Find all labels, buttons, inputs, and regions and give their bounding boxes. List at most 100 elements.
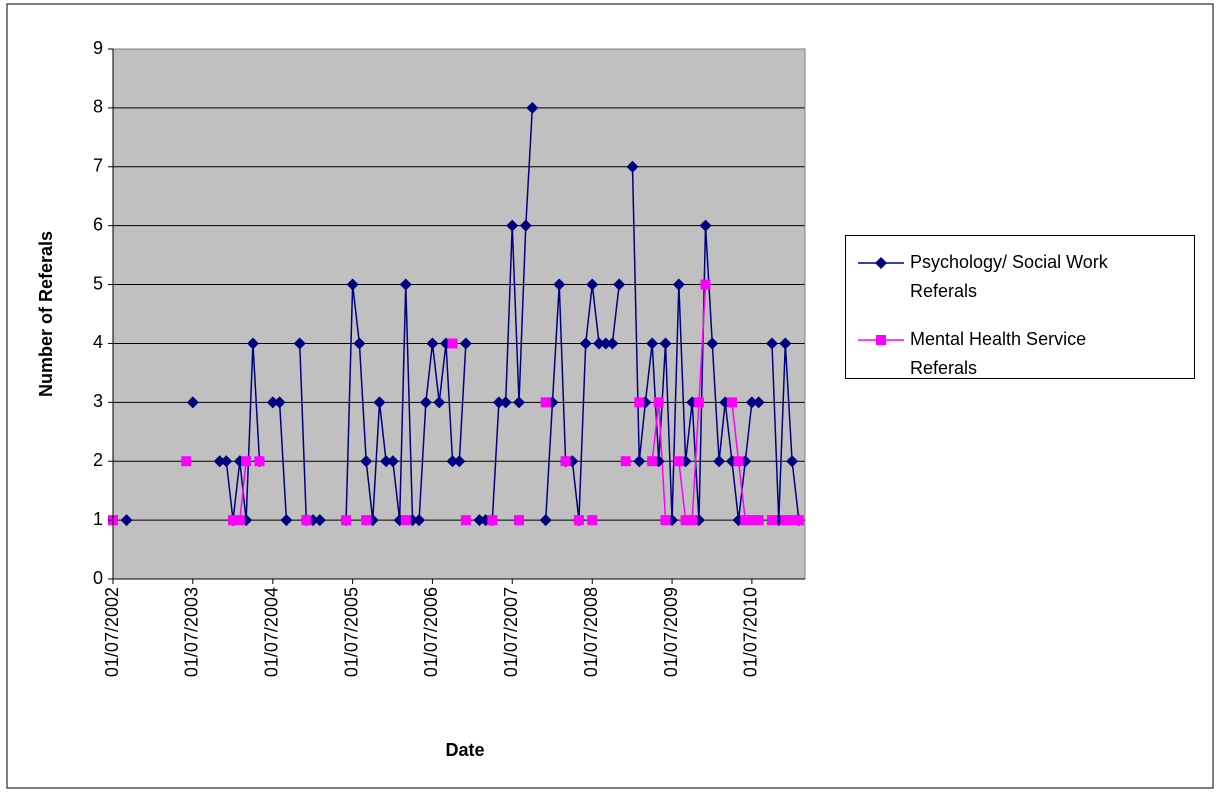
marker bbox=[752, 396, 765, 409]
marker bbox=[726, 397, 737, 408]
marker bbox=[553, 278, 566, 291]
marker bbox=[633, 455, 646, 468]
marker bbox=[413, 514, 426, 527]
x-tick-label: 01/07/2003 bbox=[182, 587, 202, 677]
y-tick-label: 5 bbox=[93, 273, 103, 293]
marker bbox=[273, 396, 286, 409]
y-tick-label: 2 bbox=[93, 450, 103, 470]
plot-area bbox=[113, 49, 805, 579]
marker bbox=[659, 337, 672, 350]
marker bbox=[786, 455, 799, 468]
marker bbox=[506, 219, 519, 232]
marker bbox=[361, 515, 372, 526]
marker bbox=[766, 515, 777, 526]
marker bbox=[447, 338, 458, 349]
x-tick-label: 01/07/2008 bbox=[581, 587, 601, 677]
marker bbox=[779, 337, 792, 350]
legend-entry: Mental Health Service Referals bbox=[856, 325, 1150, 383]
y-axis-title: Number of Referals bbox=[36, 231, 56, 397]
marker bbox=[426, 337, 439, 350]
marker bbox=[745, 396, 758, 409]
marker bbox=[487, 515, 498, 526]
x-tick-label: 01/07/2006 bbox=[421, 587, 441, 677]
marker bbox=[787, 515, 798, 526]
marker bbox=[753, 515, 764, 526]
marker bbox=[234, 515, 245, 526]
marker bbox=[693, 397, 704, 408]
marker bbox=[687, 515, 698, 526]
marker bbox=[459, 337, 472, 350]
marker bbox=[765, 337, 778, 350]
marker bbox=[220, 455, 233, 468]
y-tick-label: 4 bbox=[93, 332, 103, 352]
marker bbox=[460, 515, 471, 526]
x-tick-label: 01/07/2010 bbox=[741, 587, 761, 677]
y-tick-label: 3 bbox=[93, 391, 103, 411]
marker bbox=[254, 456, 265, 467]
marker bbox=[646, 337, 659, 350]
marker bbox=[514, 515, 525, 526]
marker bbox=[587, 515, 598, 526]
marker bbox=[593, 337, 606, 350]
marker bbox=[586, 278, 599, 291]
marker bbox=[680, 515, 691, 526]
marker bbox=[266, 396, 279, 409]
marker bbox=[579, 337, 592, 350]
y-tick-label: 7 bbox=[93, 156, 103, 176]
marker bbox=[539, 514, 552, 527]
marker bbox=[453, 455, 466, 468]
marker bbox=[419, 396, 432, 409]
marker bbox=[241, 456, 252, 467]
x-tick-label: 01/07/2002 bbox=[102, 587, 122, 677]
y-tick-label: 8 bbox=[93, 97, 103, 117]
x-axis-title: Date bbox=[445, 740, 484, 760]
marker bbox=[780, 515, 791, 526]
marker bbox=[228, 515, 239, 526]
marker bbox=[626, 160, 639, 173]
marker bbox=[740, 515, 751, 526]
marker bbox=[599, 337, 612, 350]
marker bbox=[606, 337, 619, 350]
marker bbox=[313, 514, 326, 527]
marker bbox=[793, 515, 804, 526]
marker bbox=[120, 514, 133, 527]
marker bbox=[647, 456, 658, 467]
y-tick-label: 1 bbox=[93, 509, 103, 529]
marker bbox=[433, 396, 446, 409]
legend: Psychology/ Social Work Referals Mental H… bbox=[845, 235, 1195, 379]
x-tick-label: 01/07/2005 bbox=[341, 587, 361, 677]
y-tick-label: 0 bbox=[93, 568, 103, 588]
marker bbox=[540, 397, 551, 408]
legend-swatch bbox=[858, 335, 904, 345]
marker bbox=[634, 397, 645, 408]
marker bbox=[513, 396, 526, 409]
marker bbox=[673, 456, 684, 467]
marker bbox=[341, 515, 352, 526]
marker bbox=[186, 396, 199, 409]
marker bbox=[181, 456, 192, 467]
marker bbox=[499, 396, 512, 409]
legend-swatch bbox=[858, 257, 904, 269]
marker bbox=[519, 219, 532, 232]
legend-label: Psychology/ Social Work Referals bbox=[910, 252, 1108, 301]
marker bbox=[446, 455, 459, 468]
x-tick-label: 01/07/2004 bbox=[262, 587, 282, 677]
marker bbox=[613, 278, 626, 291]
marker bbox=[400, 515, 411, 526]
marker bbox=[213, 455, 226, 468]
marker bbox=[386, 455, 399, 468]
marker bbox=[620, 456, 631, 467]
marker bbox=[373, 396, 386, 409]
marker bbox=[699, 219, 712, 232]
marker bbox=[875, 257, 887, 269]
legend-entry: Psychology/ Social Work Referals bbox=[856, 248, 1150, 306]
marker bbox=[473, 514, 486, 527]
marker bbox=[746, 515, 757, 526]
marker bbox=[492, 396, 505, 409]
marker bbox=[526, 101, 539, 114]
marker bbox=[733, 456, 744, 467]
marker bbox=[346, 278, 359, 291]
marker bbox=[672, 278, 685, 291]
